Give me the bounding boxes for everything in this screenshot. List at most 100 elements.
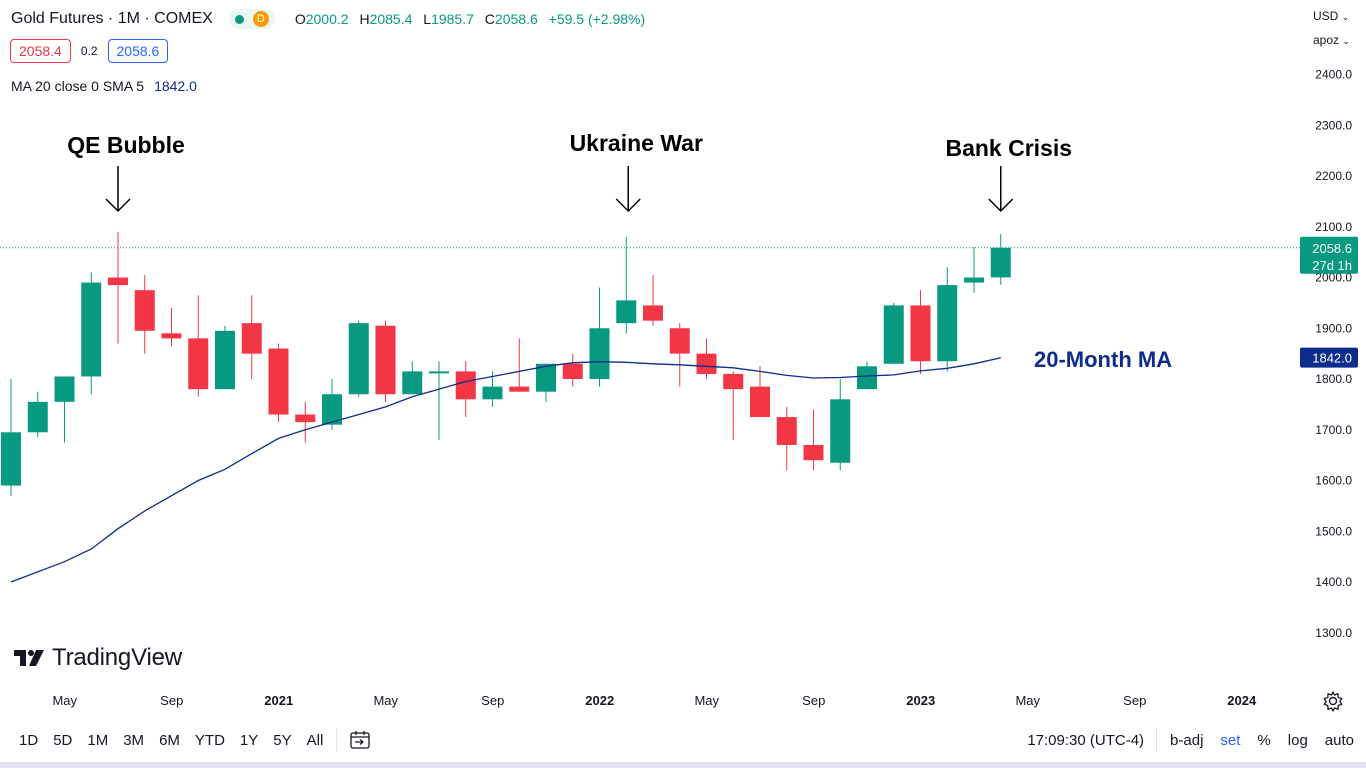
- range-5d-button[interactable]: 5D: [53, 731, 73, 749]
- change-value: +59.5 (+2.98%): [548, 11, 646, 27]
- range-1m-button[interactable]: 1M: [87, 731, 109, 749]
- candle-body: [482, 386, 503, 400]
- price-chart[interactable]: 1300.0 1400.0 1500.0 1600.0 1700.0 1800.0 1900…: [0, 0, 1366, 718]
- candle-body: [215, 330, 235, 390]
- delayed-badge: D: [252, 11, 269, 27]
- x-tick-label: May: [373, 693, 398, 708]
- toolbar-divider: [1156, 728, 1158, 752]
- chart-header: Gold Futures · 1M · COMEX D O2000.2 H208…: [11, 9, 652, 29]
- range-buttons: 1D 5D 1M 3M 6M YTD 1Y 5Y All: [19, 732, 338, 749]
- buy-price-button[interactable]: 2058.6: [107, 39, 169, 63]
- x-tick-label: 2022: [585, 693, 614, 708]
- unit-label: apoz: [1313, 33, 1340, 47]
- candle-body: [54, 376, 75, 402]
- candle-body: [134, 290, 155, 331]
- x-tick-label: Sep: [1123, 693, 1146, 708]
- candle-body: [696, 353, 717, 374]
- currency-label: USD: [1313, 9, 1339, 23]
- y-tick-label: 1700.0: [1315, 423, 1352, 437]
- candle-body: [509, 386, 530, 392]
- close-label: C: [484, 11, 495, 27]
- range-all-button[interactable]: All: [306, 731, 324, 749]
- candle-body: [750, 386, 770, 418]
- symbol-title[interactable]: Gold Futures · 1M · COMEX: [11, 10, 213, 27]
- candle-body: [830, 399, 851, 463]
- y-tick-label: 1900.0: [1315, 321, 1352, 335]
- range-1d-button[interactable]: 1D: [19, 731, 39, 749]
- high-label: H: [359, 11, 370, 27]
- open-value: 2000.2: [305, 11, 349, 27]
- sell-price-button[interactable]: 2058.4: [10, 39, 71, 63]
- ma-annotation-label: 20-Month MA: [1034, 347, 1172, 372]
- ma-value-label: 1842.0: [1312, 351, 1352, 366]
- x-tick-label: May: [1015, 693, 1040, 708]
- low-value: 1985.7: [431, 11, 474, 27]
- candle-body: [455, 371, 476, 400]
- range-ytd-button[interactable]: YTD: [194, 731, 225, 749]
- settlement-toggle[interactable]: set: [1220, 731, 1241, 749]
- axis-controls: 17:09:30 (UTC-4) b-adj set % log auto: [1010, 718, 1354, 762]
- x-tick-label: 2023: [906, 693, 935, 708]
- close-value: 2058.6: [494, 11, 538, 27]
- x-tick-label: 2021: [264, 693, 293, 708]
- brand-name: TradingView: [52, 644, 182, 671]
- candle-body: [375, 325, 396, 395]
- ma-legend-label: MA 20 close 0 SMA 5: [11, 78, 145, 94]
- back-adjust-toggle[interactable]: b-adj: [1170, 731, 1204, 749]
- candle-body: [429, 371, 449, 374]
- range-6m-button[interactable]: 6M: [159, 731, 180, 749]
- spread-value: 0.2: [80, 44, 98, 58]
- candle-body: [241, 323, 262, 354]
- candle-body: [616, 300, 637, 324]
- candle-body: [108, 277, 128, 286]
- y-tick-label: 2400.0: [1315, 68, 1352, 82]
- candle-body: [990, 247, 1011, 278]
- y-tick-label: 2000.0: [1315, 271, 1352, 285]
- candle-body: [589, 328, 610, 379]
- bottom-border: [0, 762, 1366, 768]
- candle-body: [562, 363, 583, 379]
- chevron-down-icon: ⌄: [1341, 12, 1350, 22]
- ma-value-badge: [1300, 347, 1358, 368]
- candle-body: [669, 328, 690, 354]
- candle-body: [776, 417, 797, 445]
- market-open-dot-icon: [234, 14, 244, 24]
- annotation-arrowhead: [988, 198, 1014, 213]
- open-label: O: [294, 11, 306, 27]
- y-tick-label: 1800.0: [1315, 372, 1352, 386]
- candle-body: [188, 338, 209, 390]
- quote-panel: 2058.4 0.2 2058.6: [10, 39, 169, 63]
- log-scale-toggle[interactable]: log: [1287, 731, 1308, 749]
- range-3m-button[interactable]: 3M: [123, 731, 145, 749]
- go-to-date-icon[interactable]: [349, 730, 371, 750]
- tradingview-logo[interactable]: TradingView: [14, 644, 182, 672]
- candle-body: [322, 394, 342, 425]
- candle-body: [536, 363, 556, 392]
- ma-indicator-legend[interactable]: MA 20 close 0 SMA 5 1842.0: [11, 78, 197, 94]
- low-label: L: [423, 11, 432, 27]
- y-tick-label: 2300.0: [1315, 118, 1352, 132]
- candle-body: [161, 333, 182, 339]
- last-price-label: 2058.6: [1312, 241, 1352, 256]
- ma-line: [10, 357, 1001, 583]
- annotation-arrowhead: [615, 198, 641, 213]
- percent-scale-toggle[interactable]: %: [1257, 731, 1271, 749]
- auto-scale-toggle[interactable]: auto: [1324, 731, 1354, 749]
- candle-body: [643, 305, 663, 321]
- range-5y-button[interactable]: 5Y: [273, 731, 292, 749]
- clock-timezone[interactable]: 17:09:30 (UTC-4): [1027, 731, 1145, 749]
- candle-body: [1, 432, 21, 486]
- range-1y-button[interactable]: 1Y: [239, 731, 259, 749]
- unit-selector[interactable]: apoz ⌄: [1313, 33, 1350, 47]
- high-value: 2085.4: [369, 11, 413, 27]
- candle-body: [937, 285, 958, 362]
- candle-body: [402, 371, 423, 395]
- candle-body: [81, 282, 102, 377]
- y-tick-label: 1400.0: [1315, 575, 1352, 589]
- market-status-pill[interactable]: D: [228, 9, 275, 29]
- annotation-arrowhead: [105, 198, 131, 213]
- currency-selector[interactable]: USD ⌄: [1313, 9, 1349, 23]
- x-tick-label: May: [694, 693, 719, 708]
- x-tick-label: Sep: [160, 693, 183, 708]
- gear-icon[interactable]: [1322, 690, 1344, 712]
